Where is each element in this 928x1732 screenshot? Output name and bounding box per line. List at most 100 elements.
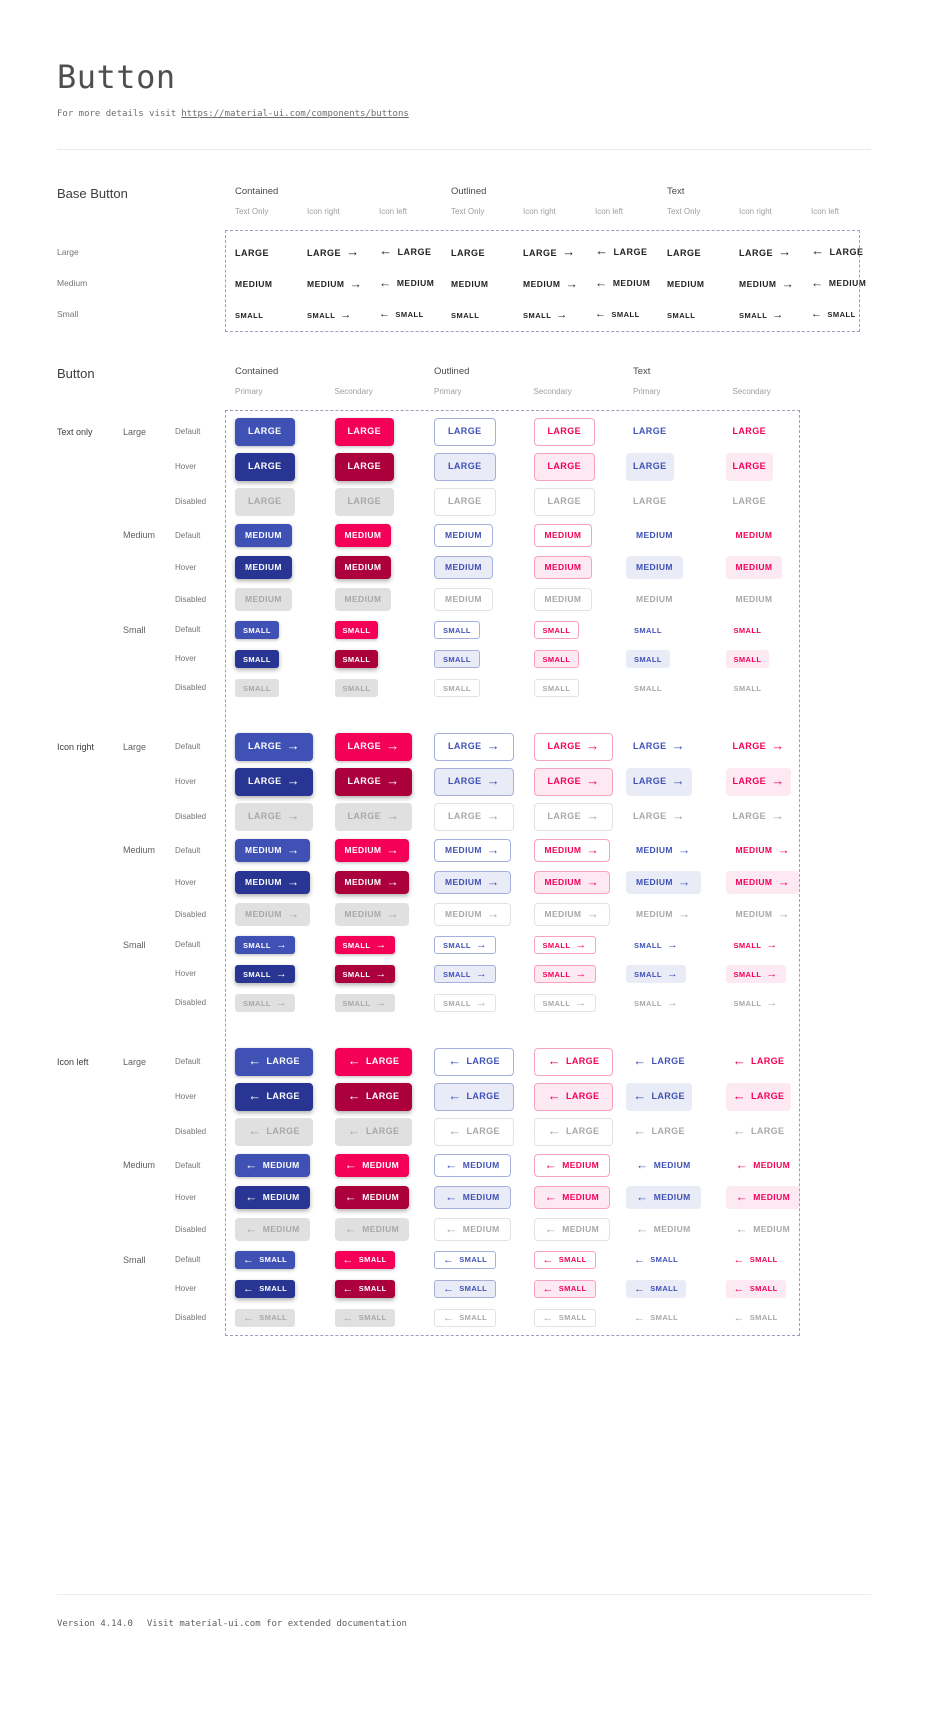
outlined-primary-large-default-button[interactable]: ← LARGE xyxy=(434,1047,514,1076)
base-button-contained-text-only-large[interactable]: LARGE xyxy=(235,248,269,258)
base-button-text-icon-right-medium[interactable]: MEDIUM → xyxy=(739,276,795,291)
base-button-text-text-only-large[interactable]: LARGE xyxy=(667,248,701,258)
text-primary-large-default-button[interactable]: LARGE → xyxy=(626,733,692,761)
outlined-secondary-large-default-button[interactable]: ← LARGE xyxy=(533,1047,614,1076)
text-secondary-medium-default-button[interactable]: MEDIUM → xyxy=(726,839,801,862)
contained-secondary-medium-default-button[interactable]: MEDIUM → xyxy=(334,838,410,862)
text-secondary-small-default-button[interactable]: SMALL xyxy=(726,621,770,639)
contained-primary-large-default-button[interactable]: LARGE xyxy=(235,417,295,446)
outlined-secondary-small-hover-button[interactable]: SMALL → xyxy=(533,965,596,984)
text-secondary-large-hover-button[interactable]: ← LARGE xyxy=(725,1082,792,1111)
contained-primary-large-hover-button[interactable]: LARGE xyxy=(235,452,295,481)
base-button-outlined-icon-left-medium[interactable]: ← MEDIUM xyxy=(595,275,651,290)
base-button-outlined-icon-right-large[interactable]: LARGE → xyxy=(523,244,576,259)
text-secondary-medium-hover-button[interactable]: MEDIUM xyxy=(725,555,783,579)
contained-primary-medium-default-button[interactable]: ← MEDIUM xyxy=(235,1153,310,1177)
base-button-text-text-only-small[interactable]: SMALL xyxy=(667,311,695,320)
contained-primary-medium-hover-button[interactable]: MEDIUM → xyxy=(235,870,310,894)
contained-primary-medium-hover-button[interactable]: ← MEDIUM xyxy=(235,1185,310,1209)
text-primary-medium-default-button[interactable]: MEDIUM xyxy=(626,524,683,547)
text-primary-medium-hover-button[interactable]: ← MEDIUM xyxy=(626,1185,701,1209)
outlined-secondary-large-default-button[interactable]: LARGE xyxy=(533,417,595,446)
text-primary-medium-hover-button[interactable]: MEDIUM xyxy=(626,555,683,579)
contained-primary-large-hover-button[interactable]: ← LARGE xyxy=(235,1082,313,1111)
text-primary-small-hover-button[interactable]: SMALL → xyxy=(626,965,687,984)
base-button-text-icon-right-large[interactable]: LARGE → xyxy=(739,244,792,259)
outlined-primary-medium-default-button[interactable]: MEDIUM xyxy=(434,523,493,547)
contained-secondary-medium-hover-button[interactable]: ← MEDIUM xyxy=(334,1185,410,1209)
text-primary-small-hover-button[interactable]: SMALL xyxy=(626,650,670,669)
contained-primary-small-hover-button[interactable]: SMALL xyxy=(235,650,279,669)
contained-secondary-large-default-button[interactable]: LARGE → xyxy=(334,732,413,761)
base-button-outlined-icon-right-small[interactable]: SMALL → xyxy=(523,308,568,321)
text-primary-small-default-button[interactable]: SMALL xyxy=(626,621,670,639)
outlined-primary-medium-default-button[interactable]: ← MEDIUM xyxy=(434,1153,511,1177)
base-button-outlined-icon-right-medium[interactable]: MEDIUM → xyxy=(523,276,579,291)
outlined-primary-small-default-button[interactable]: ← SMALL xyxy=(434,1251,497,1269)
contained-secondary-small-hover-button[interactable]: SMALL → xyxy=(334,965,395,984)
text-primary-large-default-button[interactable]: LARGE xyxy=(626,418,674,446)
outlined-secondary-medium-default-button[interactable]: ← MEDIUM xyxy=(533,1153,611,1177)
outlined-secondary-small-hover-button[interactable]: SMALL xyxy=(533,650,580,669)
text-primary-medium-hover-button[interactable]: MEDIUM → xyxy=(626,870,701,894)
contained-primary-large-default-button[interactable]: ← LARGE xyxy=(235,1047,313,1076)
contained-primary-large-hover-button[interactable]: LARGE → xyxy=(235,767,313,796)
base-button-outlined-text-only-large[interactable]: LARGE xyxy=(451,248,485,258)
text-primary-large-default-button[interactable]: ← LARGE xyxy=(626,1048,692,1076)
outlined-primary-medium-hover-button[interactable]: MEDIUM → xyxy=(434,870,511,894)
base-button-text-icon-right-small[interactable]: SMALL → xyxy=(739,308,784,321)
contained-secondary-medium-hover-button[interactable]: MEDIUM → xyxy=(334,870,410,894)
text-secondary-large-hover-button[interactable]: LARGE xyxy=(725,452,773,481)
text-primary-large-hover-button[interactable]: LARGE xyxy=(626,452,674,481)
base-button-text-text-only-medium[interactable]: MEDIUM xyxy=(667,279,704,289)
base-button-contained-text-only-medium[interactable]: MEDIUM xyxy=(235,279,272,289)
text-primary-small-default-button[interactable]: SMALL → xyxy=(626,936,686,954)
outlined-secondary-small-hover-button[interactable]: ← SMALL xyxy=(533,1280,596,1298)
contained-secondary-large-hover-button[interactable]: LARGE xyxy=(334,452,394,481)
base-button-contained-icon-right-small[interactable]: SMALL → xyxy=(307,308,352,321)
outlined-primary-large-hover-button[interactable]: ← LARGE xyxy=(434,1082,514,1111)
outlined-primary-small-hover-button[interactable]: SMALL → xyxy=(434,965,497,984)
outlined-secondary-medium-hover-button[interactable]: ← MEDIUM xyxy=(533,1185,611,1209)
contained-secondary-small-hover-button[interactable]: SMALL xyxy=(334,650,379,669)
outlined-secondary-large-hover-button[interactable]: LARGE → xyxy=(533,767,614,796)
docs-link[interactable]: https://material-ui.com/components/butto… xyxy=(181,109,409,119)
contained-primary-large-default-button[interactable]: LARGE → xyxy=(235,732,313,761)
text-secondary-medium-default-button[interactable]: ← MEDIUM xyxy=(726,1154,801,1177)
contained-primary-medium-default-button[interactable]: MEDIUM xyxy=(235,523,292,547)
outlined-secondary-medium-hover-button[interactable]: MEDIUM → xyxy=(533,870,611,894)
text-secondary-small-default-button[interactable]: SMALL → xyxy=(726,936,786,954)
outlined-primary-medium-default-button[interactable]: MEDIUM → xyxy=(434,838,511,862)
outlined-primary-large-default-button[interactable]: LARGE → xyxy=(434,732,514,761)
base-button-contained-text-only-small[interactable]: SMALL xyxy=(235,311,263,320)
text-secondary-medium-default-button[interactable]: MEDIUM xyxy=(726,524,783,547)
base-button-outlined-icon-left-large[interactable]: ← LARGE xyxy=(595,243,648,258)
outlined-secondary-medium-default-button[interactable]: MEDIUM xyxy=(533,523,593,547)
text-secondary-large-default-button[interactable]: ← LARGE xyxy=(726,1048,792,1076)
text-secondary-medium-hover-button[interactable]: MEDIUM → xyxy=(725,870,801,894)
contained-secondary-small-default-button[interactable]: SMALL → xyxy=(334,936,395,955)
text-primary-small-default-button[interactable]: ← SMALL xyxy=(626,1251,686,1269)
outlined-secondary-medium-hover-button[interactable]: MEDIUM xyxy=(533,555,593,579)
base-button-contained-icon-left-large[interactable]: ← LARGE xyxy=(379,243,432,258)
contained-secondary-medium-default-button[interactable]: MEDIUM xyxy=(334,523,392,547)
text-secondary-large-default-button[interactable]: LARGE xyxy=(726,418,774,446)
text-secondary-medium-hover-button[interactable]: ← MEDIUM xyxy=(725,1185,801,1209)
base-button-outlined-icon-left-small[interactable]: ← SMALL xyxy=(595,308,640,320)
outlined-secondary-medium-default-button[interactable]: MEDIUM → xyxy=(533,838,611,862)
contained-secondary-large-hover-button[interactable]: ← LARGE xyxy=(334,1082,413,1111)
text-primary-large-hover-button[interactable]: LARGE → xyxy=(626,767,692,796)
outlined-primary-large-hover-button[interactable]: LARGE → xyxy=(434,767,514,796)
contained-primary-small-hover-button[interactable]: ← SMALL xyxy=(235,1280,296,1298)
base-button-text-icon-left-large[interactable]: ← LARGE xyxy=(811,243,864,258)
contained-secondary-small-default-button[interactable]: SMALL xyxy=(334,621,379,640)
contained-secondary-small-default-button[interactable]: ← SMALL xyxy=(334,1251,395,1269)
outlined-primary-large-default-button[interactable]: LARGE xyxy=(434,417,496,446)
outlined-primary-medium-hover-button[interactable]: ← MEDIUM xyxy=(434,1185,511,1209)
text-secondary-large-hover-button[interactable]: LARGE → xyxy=(725,767,792,796)
outlined-primary-small-default-button[interactable]: SMALL xyxy=(434,621,480,640)
text-primary-medium-default-button[interactable]: MEDIUM → xyxy=(626,839,701,862)
text-primary-small-hover-button[interactable]: ← SMALL xyxy=(626,1280,687,1298)
text-secondary-small-hover-button[interactable]: SMALL xyxy=(725,650,770,669)
base-button-outlined-text-only-small[interactable]: SMALL xyxy=(451,311,479,320)
